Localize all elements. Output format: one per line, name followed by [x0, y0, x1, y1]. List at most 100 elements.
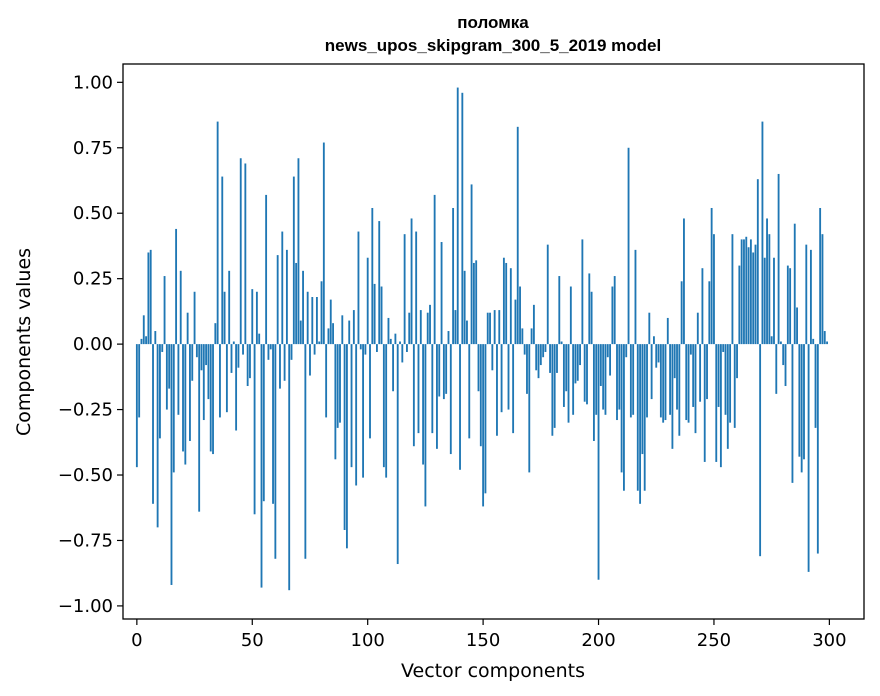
bar [586, 344, 588, 405]
bar [689, 344, 692, 355]
bar [140, 338, 143, 345]
bar [260, 344, 263, 588]
bar [482, 344, 485, 507]
bar [359, 344, 362, 350]
bar [556, 344, 558, 373]
bar [766, 218, 768, 345]
bar [364, 344, 367, 355]
bar [440, 242, 443, 345]
bar [410, 218, 413, 345]
bar [542, 344, 545, 358]
bar [163, 276, 166, 345]
y-axis: −1.00 −0.75 −0.50 −0.25 0.00 0.25 0.50 0.75 1.00 [58, 72, 123, 617]
bar [436, 344, 438, 449]
x-tick-label: 250 [697, 630, 731, 651]
bar [246, 344, 249, 387]
bar [784, 344, 787, 387]
bar [805, 244, 808, 345]
bar [544, 344, 547, 352]
bar [454, 310, 457, 345]
bar [463, 270, 466, 345]
bar [613, 276, 616, 345]
bar [814, 344, 817, 428]
bar [387, 317, 390, 345]
bar [576, 344, 579, 381]
bar [683, 218, 685, 345]
bar [479, 344, 482, 447]
bar [687, 344, 690, 423]
bar [646, 344, 648, 418]
bar [396, 344, 399, 565]
bar [329, 299, 332, 345]
bar [138, 344, 141, 418]
bar [664, 344, 667, 421]
bar [807, 344, 810, 572]
bar [318, 341, 321, 345]
bar [759, 344, 762, 557]
bar [803, 344, 805, 460]
bar [459, 344, 461, 470]
bar [659, 344, 662, 418]
bar [209, 344, 212, 452]
chart-title-line1: поломка [457, 13, 529, 32]
bar [777, 173, 780, 345]
bar [417, 344, 420, 434]
bar [182, 344, 184, 452]
bar [636, 344, 639, 491]
bar [595, 344, 598, 415]
y-tick-label: 1.00 [73, 72, 113, 93]
bar [302, 270, 304, 345]
bar [823, 331, 826, 345]
bar [336, 344, 339, 428]
bar [669, 344, 672, 415]
bar [292, 176, 295, 345]
bar [722, 344, 725, 352]
bar [706, 344, 708, 400]
bar [399, 341, 401, 345]
bar [632, 344, 635, 415]
bar [685, 344, 688, 421]
bar [516, 126, 519, 345]
bar [796, 307, 798, 345]
x-tick-label: 0 [131, 630, 142, 651]
bar [666, 317, 669, 345]
bar [244, 163, 247, 345]
bar [214, 323, 217, 345]
bar [445, 344, 448, 394]
bar [315, 297, 318, 345]
bar [475, 260, 478, 345]
bar [135, 344, 138, 468]
bar [650, 344, 653, 400]
bar [249, 344, 251, 379]
bar [452, 207, 455, 345]
bar [159, 344, 161, 439]
bar [779, 341, 782, 345]
bar [212, 344, 214, 455]
bar [431, 344, 434, 434]
bar [202, 344, 205, 421]
bar [285, 249, 288, 345]
y-tick-label: −0.75 [58, 530, 113, 551]
bar [761, 121, 764, 345]
bar [267, 344, 270, 360]
x-axis-label: Vector components [401, 660, 585, 682]
bar [763, 257, 766, 345]
bar [470, 184, 473, 345]
bar [272, 344, 274, 504]
bar [258, 333, 261, 345]
bar [339, 344, 341, 423]
bar [299, 320, 302, 345]
y-tick-label: −0.25 [58, 400, 113, 421]
bar [461, 92, 464, 345]
bar [502, 257, 505, 345]
bar [426, 312, 429, 345]
bar [147, 252, 150, 345]
bar [726, 344, 729, 449]
bar [793, 223, 796, 345]
bar [567, 344, 570, 423]
bar [565, 344, 568, 392]
bar [352, 310, 355, 345]
bar [546, 244, 549, 345]
bar [819, 207, 822, 345]
